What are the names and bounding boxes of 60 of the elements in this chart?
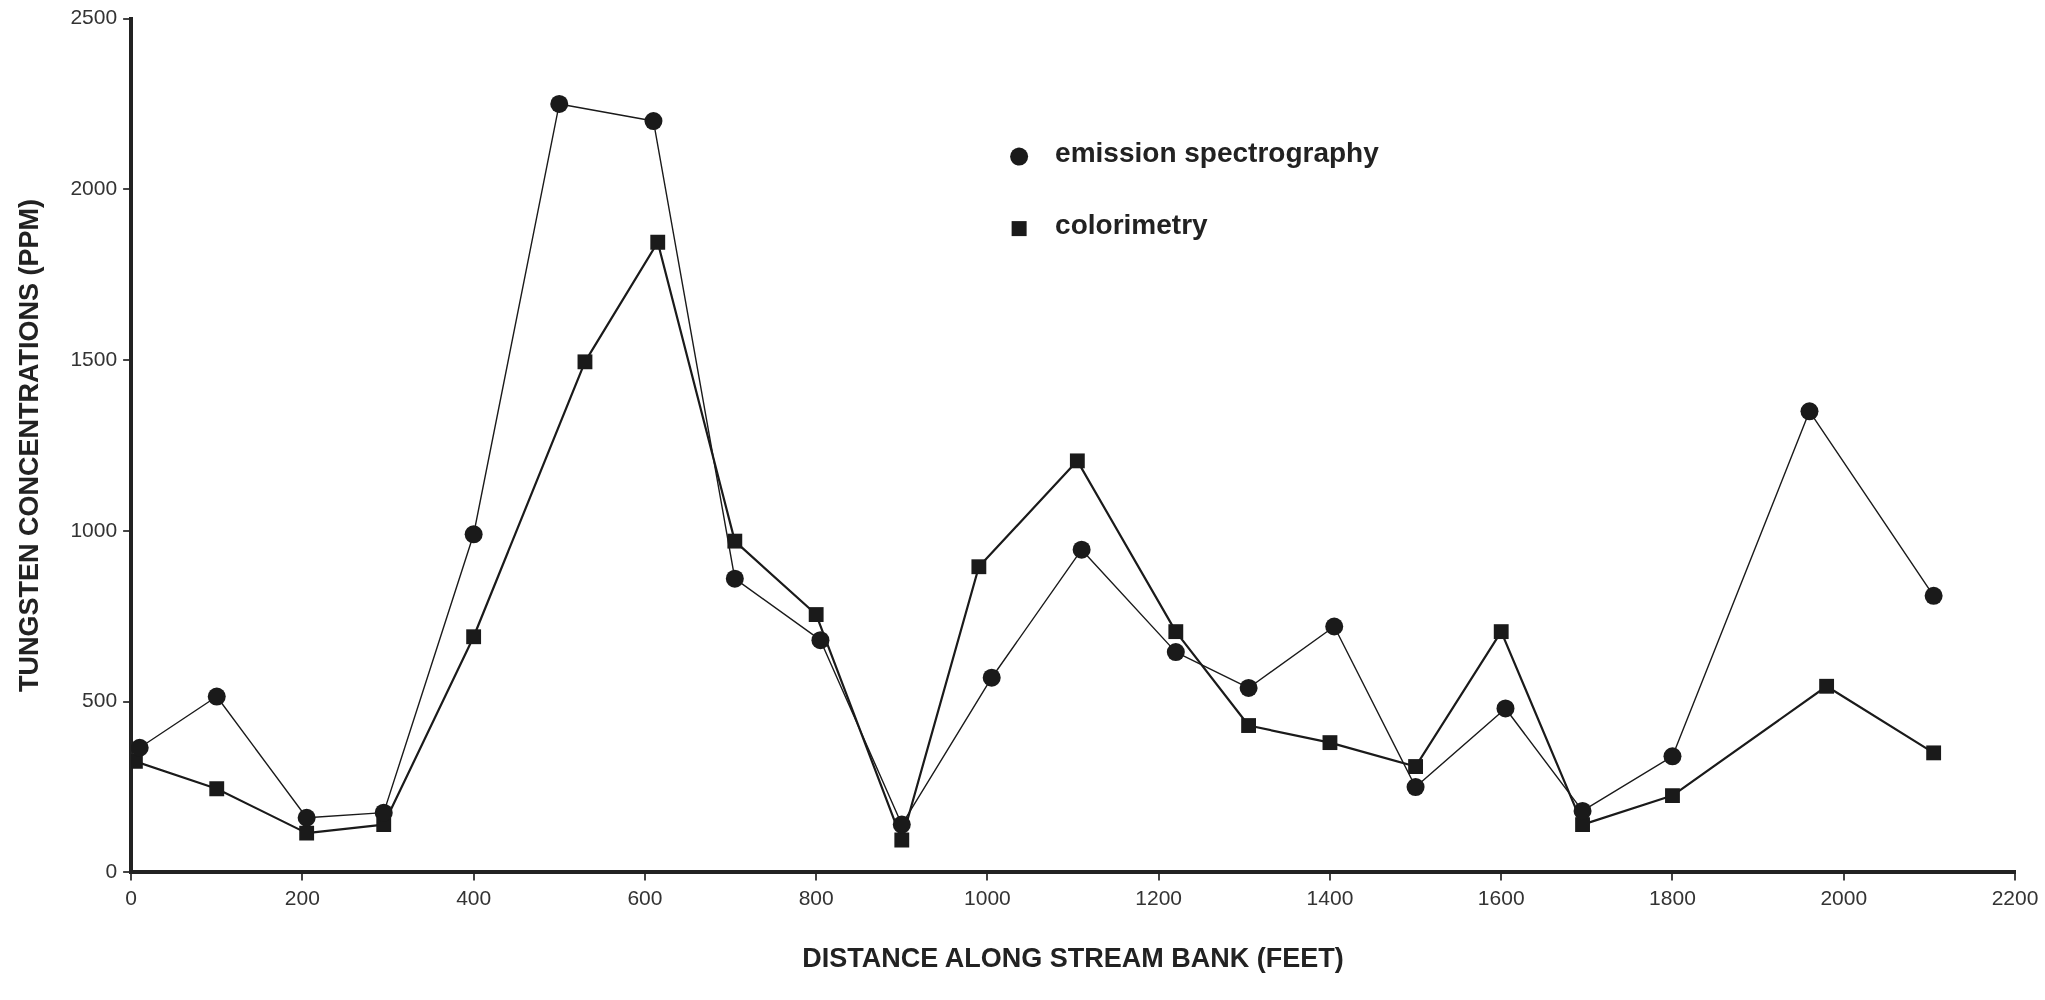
point [466, 629, 482, 645]
point [1322, 735, 1338, 751]
x-tick-label: 0 [125, 885, 137, 909]
point [892, 815, 911, 834]
point [209, 781, 225, 797]
point [550, 94, 569, 113]
point [1168, 624, 1184, 640]
x-tick-label: 2200 [1991, 885, 2039, 909]
y-tick-label: 500 [82, 688, 118, 712]
point [1800, 402, 1819, 421]
point [1924, 586, 1943, 605]
point [982, 668, 1001, 687]
point [1819, 678, 1835, 694]
point [207, 687, 226, 706]
x-tick-label: 2000 [1820, 885, 1868, 909]
x-tick-label: 400 [456, 885, 492, 909]
point [464, 525, 483, 544]
point [1325, 617, 1344, 636]
point [650, 234, 666, 250]
point [1166, 643, 1185, 662]
x-tick-label: 800 [798, 885, 834, 909]
point [725, 569, 744, 588]
point [1069, 453, 1085, 469]
point [808, 607, 824, 622]
y-axis-title: TUNGSTEN CONCENTRATIONS (PPM) [13, 199, 44, 692]
point [1496, 699, 1515, 718]
point [1072, 540, 1091, 559]
point [299, 825, 315, 841]
point [1926, 745, 1942, 761]
x-tick-label: 1000 [964, 885, 1011, 909]
point [1665, 788, 1680, 803]
point [1406, 778, 1425, 797]
x-tick-label: 200 [284, 885, 320, 909]
point [971, 559, 987, 575]
point [811, 631, 830, 650]
x-tick-label: 1200 [1135, 885, 1183, 909]
point [1493, 624, 1509, 640]
point [297, 808, 316, 827]
point [1239, 678, 1258, 697]
x-tick-label: 1400 [1306, 885, 1354, 909]
point [1241, 718, 1257, 733]
y-tick-label: 2000 [70, 176, 118, 200]
x-axis-title: DISTANCE ALONG STREAM BANK (FEET) [802, 943, 1344, 974]
y-tick-label: 0 [105, 859, 118, 883]
x-tick-label: 1800 [1649, 885, 1696, 909]
point [727, 533, 743, 549]
point [577, 354, 593, 370]
y-tick-label: 1000 [70, 517, 118, 541]
legend-label: emission spectrography [1055, 137, 1380, 169]
point [1408, 759, 1424, 774]
y-tick-label: 2500 [70, 5, 118, 29]
y-tick-label: 1500 [70, 346, 118, 370]
x-tick-label: 600 [627, 885, 663, 909]
point [894, 832, 910, 848]
x-tick-label: 1600 [1477, 885, 1525, 909]
point [644, 112, 663, 131]
point [131, 738, 149, 757]
legend-label: colorimetry [1055, 209, 1209, 241]
point [1573, 801, 1592, 820]
point [1663, 747, 1682, 766]
